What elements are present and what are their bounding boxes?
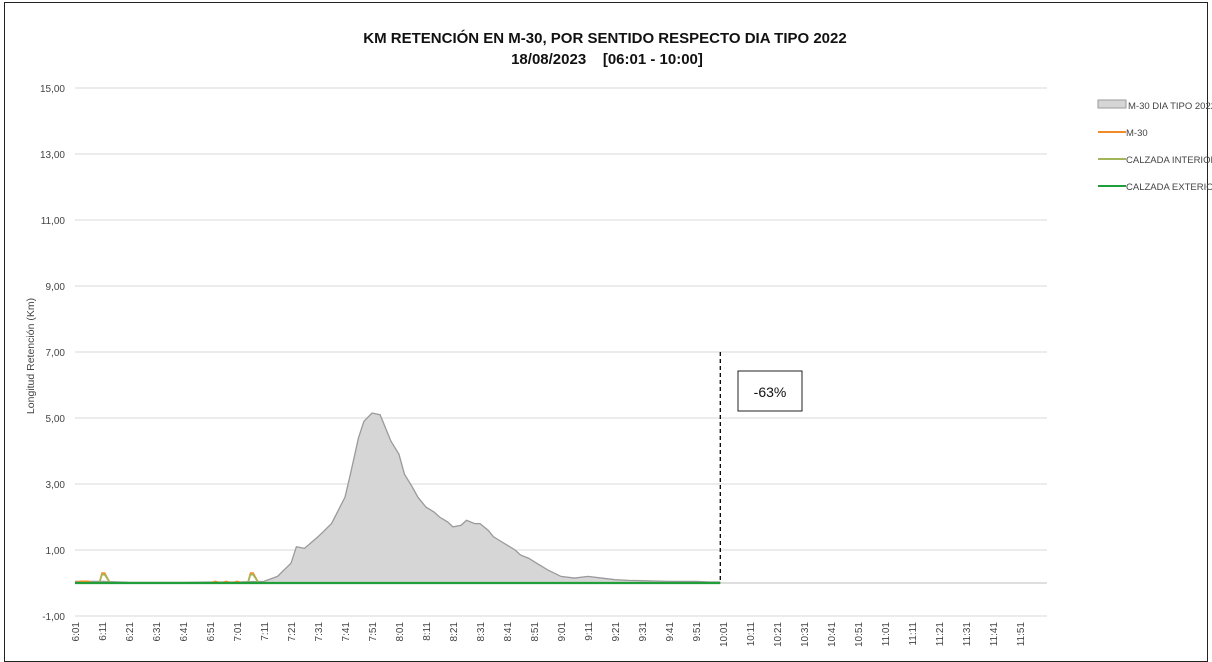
annotation-box	[737, 370, 803, 412]
series-layer	[74, 412, 721, 585]
x-tick-label: 9:11	[584, 622, 595, 641]
y-tick-labels: -1,00 1,00 3,00 5,00 7,00 9,00 11,00 13,00 15,00	[40, 84, 65, 623]
y-tick-label: -1,00	[42, 612, 65, 623]
x-tick-label: 10:41	[827, 622, 838, 647]
x-tick-label: 11:51	[1016, 622, 1027, 647]
x-tick-label: 10:21	[773, 622, 784, 647]
x-tick-label: 10:31	[800, 622, 811, 647]
y-tick-label: 11,00	[41, 216, 66, 227]
x-tick-label: 6:51	[206, 622, 217, 642]
x-tick-label: 11:41	[989, 622, 1000, 647]
x-tick-label: 8:41	[503, 622, 514, 642]
chart-title-line-1: KM RETENCIÓN EN M-30, POR SENTIDO RESPEC…	[363, 29, 846, 47]
legend-label: M-30 DIA TIPO 2022	[1128, 101, 1212, 112]
x-tick-label: 7:41	[341, 622, 352, 642]
x-tick-label: 9:01	[557, 622, 568, 642]
annotation-layer: -63%	[719, 352, 803, 583]
x-tick-labels: 6:01 6:11 6:21 6:31 6:41 6:51 7:01 7:11 7:21 7:31…	[71, 622, 1027, 647]
x-tick-label: 6:01	[71, 622, 82, 642]
y-tick-label: 7,00	[46, 348, 66, 359]
y-tick-label: 13,00	[40, 150, 65, 161]
x-tick-label: 9:41	[665, 622, 676, 642]
legend: M-30 DIA TIPO 2022 M-30 CALZADA INTERIOR CA…	[1097, 99, 1212, 193]
x-tick-label: 11:01	[881, 622, 892, 647]
x-tick-label: 9:51	[692, 622, 703, 642]
x-tick-label: 8:01	[395, 622, 406, 642]
x-tick-label: 7:01	[233, 622, 244, 642]
y-tick-label: 1,00	[46, 546, 66, 557]
legend-label: M-30	[1126, 128, 1148, 139]
chart-title-line-2: 18/08/2023 [06:01 - 10:00]	[511, 51, 703, 68]
x-tick-label: 8:21	[449, 622, 460, 642]
y-axis-label: Longitud Retención (Km)	[25, 298, 37, 414]
x-tick-label: 6:41	[179, 622, 190, 642]
series-area-m30-dia-tipo-2022	[75, 413, 721, 583]
series-area-outline	[75, 412, 721, 583]
x-tick-label: 8:31	[476, 622, 487, 642]
x-tick-label: 6:21	[125, 622, 136, 642]
legend-label: CALZADA EXTERIOR	[1126, 182, 1212, 193]
annotation-label: -63%	[754, 384, 787, 400]
y-tick-label: 15,00	[40, 84, 65, 95]
y-tick-label: 5,00	[46, 414, 66, 425]
x-tick-label: 6:11	[98, 622, 109, 641]
legend-label: CALZADA INTERIOR	[1126, 155, 1212, 166]
x-tick-label: 9:31	[638, 622, 649, 642]
x-tick-label: 7:11	[260, 622, 271, 641]
grid-lines	[75, 87, 1047, 617]
x-tick-label: 10:11	[746, 622, 757, 647]
x-tick-label: 7:31	[314, 622, 325, 642]
x-tick-label: 9:21	[611, 622, 622, 642]
x-tick-label: 8:51	[530, 622, 541, 642]
y-tick-label: 9,00	[46, 282, 66, 293]
y-tick-label: 3,00	[46, 480, 66, 491]
x-tick-label: 10:51	[854, 622, 865, 647]
x-tick-label: 11:21	[935, 622, 946, 647]
legend-swatch	[1097, 99, 1127, 109]
x-tick-label: 7:51	[368, 622, 379, 642]
x-tick-label: 10:01	[719, 622, 730, 647]
x-tick-label: 6:31	[152, 622, 163, 642]
x-tick-label: 7:21	[287, 622, 298, 642]
x-tick-label: 11:31	[962, 622, 973, 647]
x-tick-label: 8:11	[422, 622, 433, 641]
x-tick-label: 11:11	[908, 622, 919, 646]
